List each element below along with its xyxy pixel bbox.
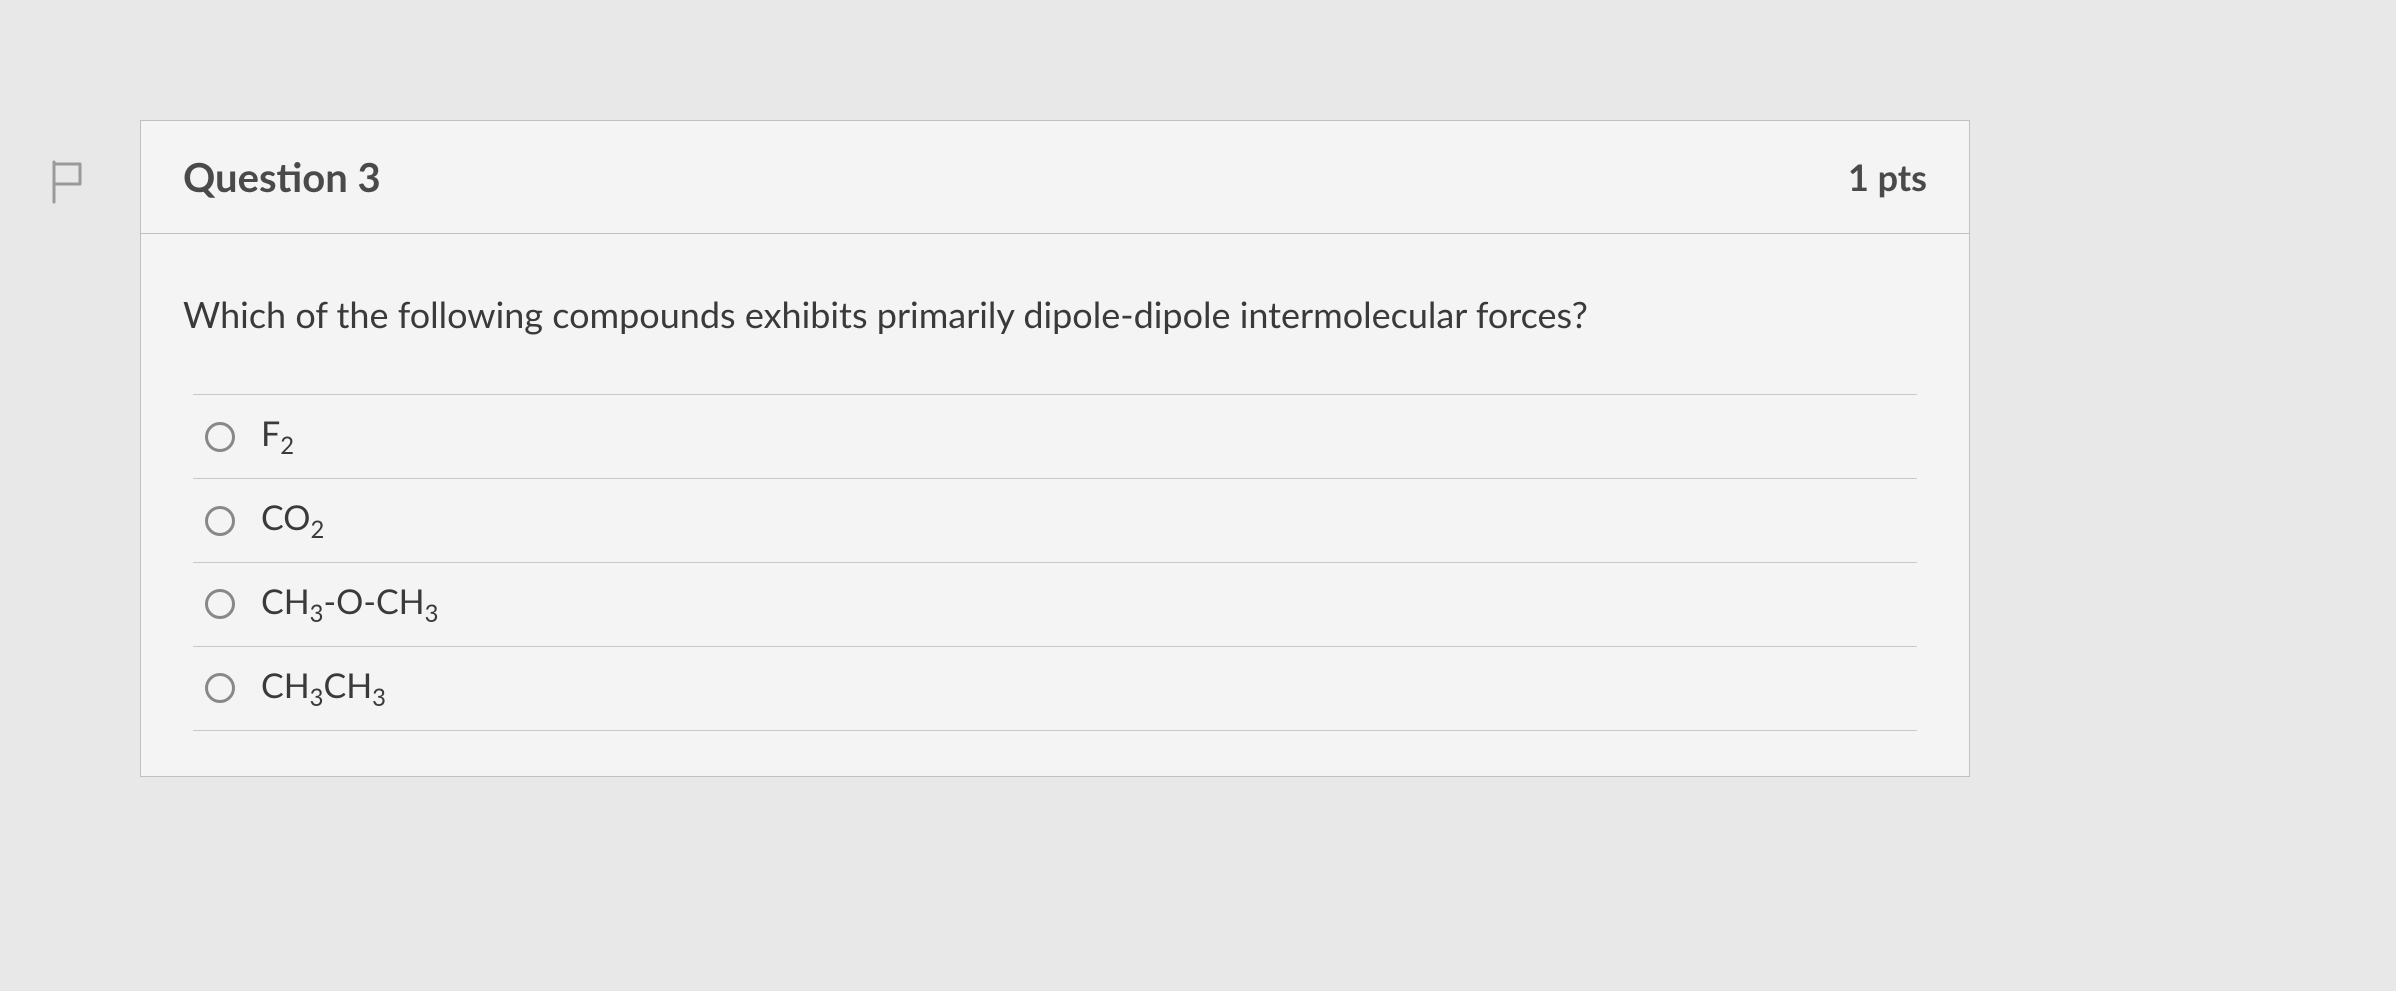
option-row[interactable]: CO2 [193,478,1917,562]
radio-icon [205,422,235,452]
question-body: Which of the following compounds exhibit… [141,234,1969,776]
question-header: Question 3 1 pts [141,121,1969,234]
radio-icon [205,589,235,619]
flag-icon [50,160,86,204]
radio-icon [205,673,235,703]
question-text: Which of the following compounds exhibit… [183,289,1927,339]
question-points: 1 pts [1848,155,1927,199]
option-label: F2 [261,413,294,460]
option-row[interactable]: CH3CH3 [193,646,1917,731]
options-list: F2 CO2 CH3-O-CH3 CH3CH3 [193,394,1917,730]
radio-icon [205,506,235,536]
question-card: Question 3 1 pts Which of the following … [140,120,1970,777]
flag-button[interactable] [50,160,86,208]
question-title: Question 3 [183,153,381,201]
option-label: CO2 [261,497,324,544]
option-row[interactable]: F2 [193,394,1917,478]
option-row[interactable]: CH3-O-CH3 [193,562,1917,646]
option-label: CH3CH3 [261,665,386,712]
option-label: CH3-O-CH3 [261,581,438,628]
